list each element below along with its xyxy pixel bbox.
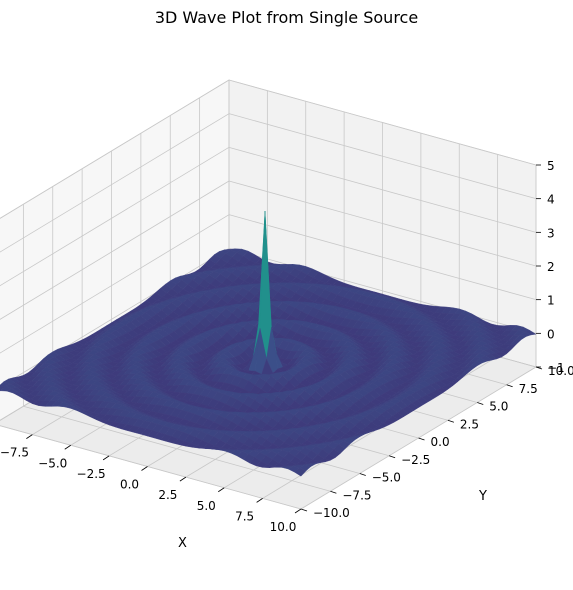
back-grid-z <box>228 113 537 200</box>
chart-title: 3D Wave Plot from Single Source <box>154 8 419 27</box>
z-tick-label: 1 <box>547 294 555 308</box>
x-tick-label: 0.0 <box>120 478 139 492</box>
z-tick-label: 2 <box>547 260 555 274</box>
y-axis-label: Y <box>478 489 487 504</box>
back-grid-z <box>228 79 537 166</box>
surface-patch <box>294 467 307 477</box>
z-tick-label: 5 <box>547 159 555 173</box>
back-grid-z <box>228 214 537 301</box>
x-tick-label: −5.0 <box>38 456 67 470</box>
y-tick-mark <box>418 437 425 441</box>
x-tick-label: 5.0 <box>197 499 216 513</box>
x-tick-mark <box>256 498 263 503</box>
x-tick-mark <box>179 476 187 482</box>
x-tick-label: −2.5 <box>77 467 106 481</box>
x-tick-mark <box>102 455 110 461</box>
z-tick-label: −1 <box>547 361 565 375</box>
y-tick-label: −5.0 <box>372 471 401 485</box>
y-tick-label: 7.5 <box>519 382 538 396</box>
x-tick-label: 10.0 <box>270 520 297 534</box>
y-tick-label: −7.5 <box>342 488 371 502</box>
y-tick-mark <box>359 473 366 476</box>
wave-surface <box>0 210 537 477</box>
y-tick-mark <box>477 402 484 405</box>
back-grid-z <box>228 146 537 233</box>
x-axis-label: X <box>178 536 187 551</box>
y-tick-label: 10.0 <box>548 364 573 378</box>
x-tick-label: 7.5 <box>235 509 254 523</box>
left-grid-z <box>0 247 230 388</box>
left-grid-z <box>0 180 230 320</box>
y-tick-mark <box>506 384 513 388</box>
left-grid-z <box>0 79 230 219</box>
left-grid-z <box>0 113 230 253</box>
x-tick-mark <box>26 434 33 439</box>
left-grid-z <box>0 214 230 354</box>
left-grid-z <box>0 146 230 287</box>
y-tick-label: 0.0 <box>431 435 450 449</box>
x-tick-mark <box>294 508 302 514</box>
x-tick-mark <box>218 487 225 493</box>
y-tick-label: 5.0 <box>489 400 508 414</box>
back-grid-z <box>228 247 537 334</box>
y-tick-mark <box>300 508 308 512</box>
y-tick-mark <box>330 490 337 494</box>
x-tick-label: −7.5 <box>0 446 29 460</box>
x-tick-label: 2.5 <box>158 488 177 502</box>
y-tick-label: −2.5 <box>401 453 430 467</box>
x-tick-mark <box>64 444 71 450</box>
y-tick-mark <box>447 419 455 423</box>
y-tick-label: −10.0 <box>313 506 350 520</box>
y-tick-label: 2.5 <box>460 417 479 431</box>
tick-labels: −10.0−7.5−5.0−2.50.02.55.07.510.0−10.0−7… <box>0 159 573 534</box>
x-tick-mark <box>141 466 148 471</box>
back-grid-z <box>228 180 537 267</box>
z-tick-label: 0 <box>547 327 555 341</box>
y-tick-mark <box>388 455 396 459</box>
z-tick-label: 4 <box>547 193 555 207</box>
z-tick-label: 3 <box>547 226 555 240</box>
